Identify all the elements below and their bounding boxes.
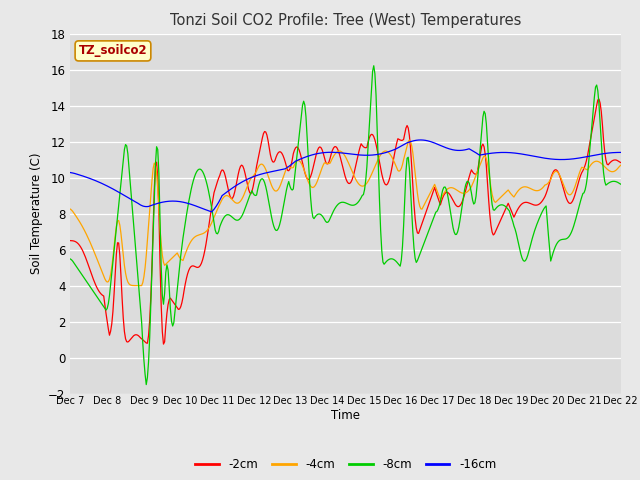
Legend: -2cm, -4cm, -8cm, -16cm: -2cm, -4cm, -8cm, -16cm <box>190 454 501 476</box>
X-axis label: Time: Time <box>331 409 360 422</box>
Y-axis label: Soil Temperature (C): Soil Temperature (C) <box>29 153 43 275</box>
Text: TZ_soilco2: TZ_soilco2 <box>79 44 147 58</box>
Title: Tonzi Soil CO2 Profile: Tree (West) Temperatures: Tonzi Soil CO2 Profile: Tree (West) Temp… <box>170 13 522 28</box>
